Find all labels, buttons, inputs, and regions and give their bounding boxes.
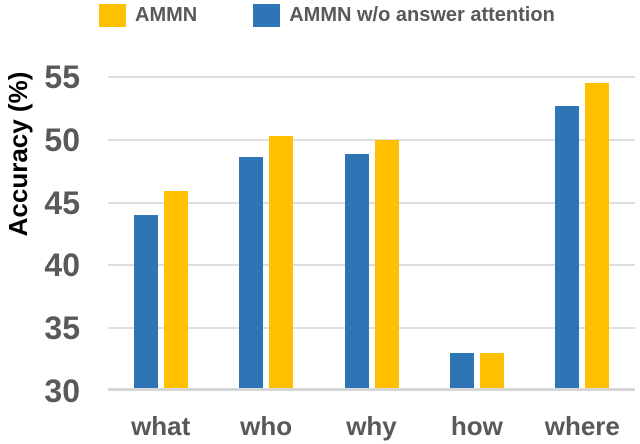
- legend-item-ammn: AMMN: [99, 3, 197, 27]
- legend-label: AMMN w/o answer attention: [289, 4, 555, 26]
- legend-label: AMMN: [135, 4, 198, 26]
- gridline-40: [108, 264, 635, 266]
- x-label-what: what: [131, 411, 191, 441]
- chart-legend: AMMN AMMN w/o answer attention: [99, 3, 555, 27]
- plot-area: [108, 76, 635, 391]
- x-axis-line: [108, 388, 635, 391]
- gridline-45: [108, 202, 635, 204]
- bar-ammn-where: [585, 83, 610, 391]
- y-tick-label-55: 55: [44, 59, 80, 95]
- legend-item-ammn-w-o-answer-attention: AMMN w/o answer attention: [253, 3, 555, 27]
- x-label-where: where: [544, 411, 620, 441]
- bar-ammn-how: [479, 353, 504, 391]
- y-tick-label-30: 30: [44, 373, 80, 409]
- gridline-35: [108, 327, 635, 329]
- bar-ammn-what: [163, 191, 188, 391]
- bar-ammn-wo-answer-attention-where: [555, 105, 580, 391]
- bar-ammn-wo-answer-attention-who: [239, 157, 264, 391]
- x-label-how: how: [450, 411, 503, 441]
- x-label-who: who: [240, 411, 293, 441]
- legend-swatch-icon: [99, 3, 126, 27]
- bar-ammn-who: [269, 136, 294, 391]
- y-tick-label-35: 35: [44, 310, 80, 347]
- gridline-55: [108, 76, 635, 78]
- x-label-why: why: [346, 411, 397, 441]
- gridline-50: [108, 139, 635, 141]
- bar-ammn-wo-answer-attention-how: [449, 353, 474, 391]
- bar-ammn-wo-answer-attention-why: [344, 153, 369, 391]
- legend-swatch-icon: [253, 3, 281, 27]
- bar-ammn-why: [374, 139, 399, 391]
- y-tick-label-40: 40: [44, 247, 80, 284]
- y-tick-label-50: 50: [44, 121, 80, 158]
- y-tick-label-45: 45: [44, 184, 80, 221]
- bar-ammn-wo-answer-attention-what: [133, 215, 158, 391]
